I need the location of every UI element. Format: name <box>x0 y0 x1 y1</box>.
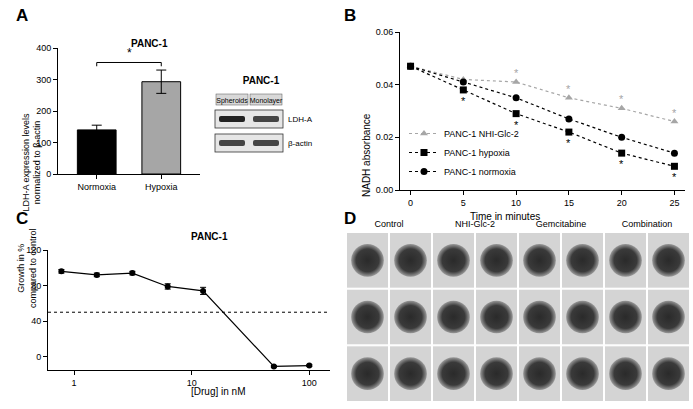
svg-text:0.04: 0.04 <box>376 80 394 90</box>
svg-text:0.06: 0.06 <box>376 27 394 37</box>
svg-text:25: 25 <box>669 198 679 208</box>
svg-text:D: D <box>344 209 356 228</box>
svg-text:400: 400 <box>36 43 51 53</box>
svg-text:200: 200 <box>36 106 51 116</box>
svg-text:Growth in %compared to control: Growth in %compared to control <box>16 228 38 308</box>
svg-text:Control: Control <box>374 219 403 229</box>
svg-text:PANC-1: PANC-1 <box>131 38 168 49</box>
svg-text:PANC-1 normoxia: PANC-1 normoxia <box>444 167 516 177</box>
svg-text:NHI-Glc-2: NHI-Glc-2 <box>455 219 495 229</box>
svg-text:20: 20 <box>617 198 627 208</box>
svg-text:*: * <box>461 95 466 107</box>
svg-text:120: 120 <box>26 245 41 255</box>
svg-text:0: 0 <box>46 169 51 179</box>
svg-text:*: * <box>127 46 132 60</box>
svg-text:300: 300 <box>36 75 51 85</box>
svg-text:0: 0 <box>408 198 413 208</box>
svg-text:*: * <box>672 171 677 183</box>
svg-text:β-actin: β-actin <box>288 139 312 148</box>
svg-text:*: * <box>566 83 571 95</box>
svg-text:100: 100 <box>36 138 51 148</box>
svg-text:0: 0 <box>36 352 41 362</box>
svg-text:1: 1 <box>72 378 77 388</box>
svg-text:Normoxia: Normoxia <box>77 182 116 192</box>
svg-text:PANC-1: PANC-1 <box>191 231 228 242</box>
svg-text:[Drug] in nM: [Drug] in nM <box>191 386 245 397</box>
svg-text:5: 5 <box>461 198 466 208</box>
svg-text:*: * <box>672 107 677 119</box>
svg-text:15: 15 <box>564 198 574 208</box>
svg-text:A: A <box>16 6 28 25</box>
svg-text:100: 100 <box>302 378 317 388</box>
svg-text:Combination: Combination <box>622 219 673 229</box>
svg-text:B: B <box>344 6 356 25</box>
svg-text:*: * <box>619 158 624 170</box>
svg-text:Spheroids: Spheroids <box>216 97 248 105</box>
svg-text:*: * <box>619 93 624 105</box>
svg-text:Hypoxia: Hypoxia <box>145 182 178 192</box>
svg-text:PANC-1 hypoxia: PANC-1 hypoxia <box>444 148 510 158</box>
svg-text:Time in minutes: Time in minutes <box>470 211 540 222</box>
svg-text:LDH-A: LDH-A <box>288 115 313 124</box>
svg-text:*: * <box>514 119 519 131</box>
svg-text:10: 10 <box>511 198 521 208</box>
svg-text:C: C <box>16 209 28 228</box>
svg-text:80: 80 <box>31 281 41 291</box>
svg-text:LDH-A expression levelsnormali: LDH-A expression levelsnormalized to β-a… <box>21 113 43 212</box>
svg-text:40: 40 <box>31 316 41 326</box>
svg-text:Gemcitabine: Gemcitabine <box>536 219 587 229</box>
svg-text:PANC-1: PANC-1 <box>243 75 280 86</box>
svg-text:*: * <box>514 67 519 79</box>
svg-text:*: * <box>566 137 571 149</box>
svg-text:PANC-1 NHI-Glc-2: PANC-1 NHI-Glc-2 <box>444 129 519 139</box>
svg-text:10: 10 <box>187 378 197 388</box>
svg-text:Monolayer: Monolayer <box>250 97 283 105</box>
svg-text:0.02: 0.02 <box>376 132 394 142</box>
svg-text:0.00: 0.00 <box>376 185 394 195</box>
svg-text:NADH absorbance: NADH absorbance <box>361 113 372 197</box>
